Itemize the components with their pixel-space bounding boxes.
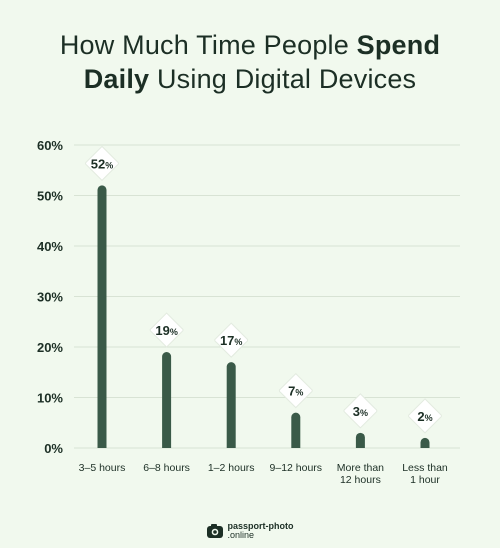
x-tick-label: 9–12 hours	[270, 462, 323, 474]
x-tick-label: 1 hour	[410, 474, 440, 486]
title-line-1: How Much Time People Spend	[0, 28, 500, 62]
y-tick-label: 50%	[37, 189, 63, 204]
title-text-2: Using Digital Devices	[149, 64, 417, 94]
bar	[355, 432, 365, 448]
title-line-2: Daily Using Digital Devices	[0, 62, 500, 96]
chart-title: How Much Time People Spend Daily Using D…	[0, 28, 500, 96]
y-tick-label: 20%	[37, 340, 63, 355]
logo-line-2: .online	[227, 530, 255, 540]
y-tick-label: 10%	[37, 391, 63, 406]
y-tick-label: 40%	[37, 239, 63, 254]
bar	[420, 437, 430, 448]
data-label: 3%	[353, 404, 368, 419]
y-tick-label: 0%	[44, 441, 63, 456]
logo-line-1: passport-photo	[227, 521, 294, 531]
x-tick-label: 12 hours	[340, 474, 381, 486]
data-label-badge	[214, 322, 249, 358]
data-label: 2%	[417, 409, 432, 424]
footer-logo: passport-photo .online	[0, 522, 500, 540]
bar	[162, 352, 172, 448]
x-tick-label: 1–2 hours	[208, 462, 255, 474]
data-label: 17%	[220, 333, 242, 348]
bar	[226, 362, 236, 448]
data-label: 52%	[91, 156, 113, 171]
logo-text: passport-photo .online	[228, 522, 294, 540]
x-tick-label: More than	[337, 462, 384, 474]
title-text-1: How Much Time People	[59, 30, 357, 60]
data-label-badge	[149, 312, 184, 348]
title-bold-daily: Daily	[83, 64, 150, 94]
data-label-badge	[408, 398, 442, 434]
title-bold-spend: Spend	[356, 30, 441, 60]
camera-icon	[206, 524, 223, 538]
y-tick-label: 60%	[37, 138, 63, 153]
data-label-badge	[278, 372, 313, 409]
data-label-badge	[85, 145, 119, 182]
data-label-badge	[343, 393, 378, 429]
data-label: 19%	[155, 323, 177, 338]
bar	[97, 185, 107, 448]
bar	[291, 412, 301, 448]
x-tick-label: 3–5 hours	[79, 462, 126, 474]
bar-chart: 0% 10% 20% 30% 40% 50% 60% 52% 3–5 hours 19% 6–8 h…	[37, 138, 460, 486]
x-tick-label: Less than	[402, 462, 448, 474]
x-tick-label: 6–8 hours	[143, 462, 190, 474]
data-label: 7%	[288, 384, 303, 399]
y-tick-label: 30%	[37, 290, 63, 305]
